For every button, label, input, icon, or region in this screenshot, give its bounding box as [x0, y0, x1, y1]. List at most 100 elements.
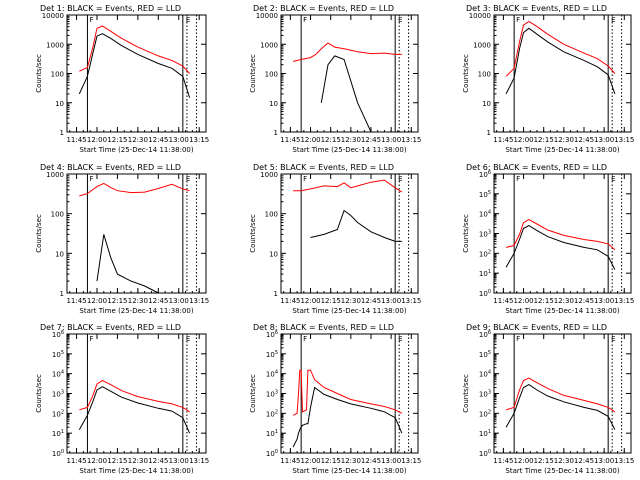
marker-f: F — [89, 16, 93, 24]
x-tick-label: 12:00 — [87, 457, 107, 465]
marker-e: E — [611, 335, 615, 343]
marker-f: F — [89, 175, 93, 183]
y-tick-label: 100 — [479, 289, 491, 298]
x-tick-label: 12:00 — [513, 457, 533, 465]
x-tick-label: 13:15 — [401, 457, 421, 465]
y-tick-label: 1 — [60, 290, 64, 298]
series-events-line — [96, 234, 159, 294]
panel-det8: Det 8: BLACK = Events, RED = LLD 100 101 10… — [249, 323, 421, 475]
y-tick-label: 101 — [479, 269, 491, 278]
series-lld-line — [292, 369, 403, 416]
x-tick-label: 12:15 — [107, 457, 127, 465]
series-events-line — [310, 209, 402, 242]
y-tick-label: 106 — [266, 330, 278, 339]
x-tick-label: 12:30 — [128, 297, 148, 305]
x-tick-label: 11:45 — [493, 297, 513, 305]
y-tick-label: 101 — [52, 429, 64, 438]
y-tick-label: 1 — [60, 129, 64, 137]
x-tick-label: 12:00 — [87, 297, 107, 305]
y-tick-label: 106 — [52, 330, 64, 339]
y-tick-label: 10 — [55, 100, 64, 108]
x-tick-label: 11:45 — [66, 136, 86, 144]
y-tick-label: 10 — [482, 100, 491, 108]
x-tick-label: 13:00 — [381, 457, 401, 465]
panel-det2: Det 2: BLACK = Events, RED = LLD 1 10 100 10… — [249, 4, 421, 154]
x-axis-label: Start Time (25-Dec-14 11:38:00) — [79, 467, 193, 475]
y-tick-label: 105 — [266, 350, 278, 359]
y-tick-label: 103 — [479, 390, 491, 399]
x-tick-label: 12:45 — [148, 297, 168, 305]
series-events-line — [505, 384, 616, 430]
y-tick-label: 1 — [274, 129, 278, 137]
x-tick-label: 12:45 — [148, 457, 168, 465]
marker-f: F — [303, 16, 307, 24]
series-events-line — [320, 55, 372, 133]
y-tick-label: 10 — [269, 100, 278, 108]
series-events-line — [505, 27, 616, 95]
marker-e: E — [398, 175, 402, 183]
x-tick-label: 12:45 — [574, 136, 594, 144]
panel-title: Det 2: BLACK = Events, RED = LLD — [253, 4, 394, 13]
y-tick-label: 104 — [266, 370, 278, 379]
y-tick-label: 10000 — [42, 12, 64, 20]
plot-frame — [66, 173, 207, 294]
x-tick-label: 11:45 — [66, 297, 86, 305]
x-tick-label: 12:30 — [554, 297, 574, 305]
x-tick-label: 12:00 — [513, 297, 533, 305]
y-tick-label: 10000 — [256, 12, 278, 20]
y-tick-label: 1000 — [46, 171, 64, 179]
y-tick-label: 102 — [52, 409, 64, 418]
x-axis-label: Start Time (25-Dec-14 11:38:00) — [292, 307, 406, 315]
x-tick-label: 12:30 — [554, 457, 574, 465]
y-tick-label: 10 — [55, 250, 64, 258]
x-tick-label: 12:15 — [321, 297, 341, 305]
x-tick-label: 12:15 — [534, 457, 554, 465]
y-tick-label: 104 — [479, 210, 491, 219]
x-tick-label: 12:00 — [300, 297, 320, 305]
x-tick-label: 12:30 — [128, 457, 148, 465]
y-axis-label: Counts/sec — [249, 214, 257, 253]
panel-title: Det 6: BLACK = Events, RED = LLD — [466, 163, 607, 172]
x-tick-label: 12:45 — [148, 136, 168, 144]
panel-title: Det 7: BLACK = Events, RED = LLD — [40, 323, 181, 332]
x-tick-label: 12:15 — [321, 457, 341, 465]
y-tick-label: 102 — [479, 409, 491, 418]
x-tick-label: 12:15 — [107, 136, 127, 144]
panel-det4: Det 4: BLACK = Events, RED = LLD 1 10 100 10… — [35, 163, 209, 315]
x-tick-label: 12:00 — [87, 136, 107, 144]
series-lld-line — [505, 377, 616, 413]
panel-title: Det 1: BLACK = Events, RED = LLD — [40, 4, 181, 13]
y-tick-label: 100 — [51, 71, 64, 79]
panel-title: Det 5: BLACK = Events, RED = LLD — [253, 163, 394, 172]
x-tick-label: 13:00 — [169, 297, 189, 305]
x-tick-label: 12:30 — [341, 297, 361, 305]
y-tick-label: 1000 — [473, 41, 491, 49]
x-tick-label: 13:00 — [594, 136, 614, 144]
y-tick-label: 1000 — [46, 41, 64, 49]
x-tick-label: 12:15 — [534, 136, 554, 144]
y-tick-label: 103 — [479, 230, 491, 239]
y-tick-label: 103 — [266, 390, 278, 399]
marker-f: F — [303, 175, 307, 183]
series-lld-line — [79, 379, 190, 413]
x-tick-label: 13:15 — [189, 136, 209, 144]
plot-frame — [280, 173, 419, 294]
series-lld-line — [79, 182, 190, 197]
marker-f: F — [516, 16, 520, 24]
y-tick-label: 100 — [265, 71, 278, 79]
y-axis-label: Counts/sec — [35, 214, 43, 253]
y-tick-label: 105 — [52, 350, 64, 359]
x-tick-label: 12:45 — [361, 136, 381, 144]
panel-det1: Det 1: BLACK = Events, RED = LLD 1 10 100 10… — [35, 4, 209, 154]
y-tick-label: 104 — [52, 370, 64, 379]
x-tick-label: 12:00 — [300, 457, 320, 465]
y-tick-label: 100 — [51, 211, 64, 219]
x-tick-label: 11:45 — [66, 457, 86, 465]
x-tick-label: 12:45 — [361, 297, 381, 305]
x-tick-label: 11:45 — [493, 136, 513, 144]
panel-det5: Det 5: BLACK = Events, RED = LLD 1 10 100 10… — [249, 163, 421, 315]
panel-det3: Det 3: BLACK = Events, RED = LLD 1 10 100 10… — [462, 4, 634, 154]
x-tick-label: 11:45 — [493, 457, 513, 465]
x-tick-label: 12:45 — [574, 457, 594, 465]
